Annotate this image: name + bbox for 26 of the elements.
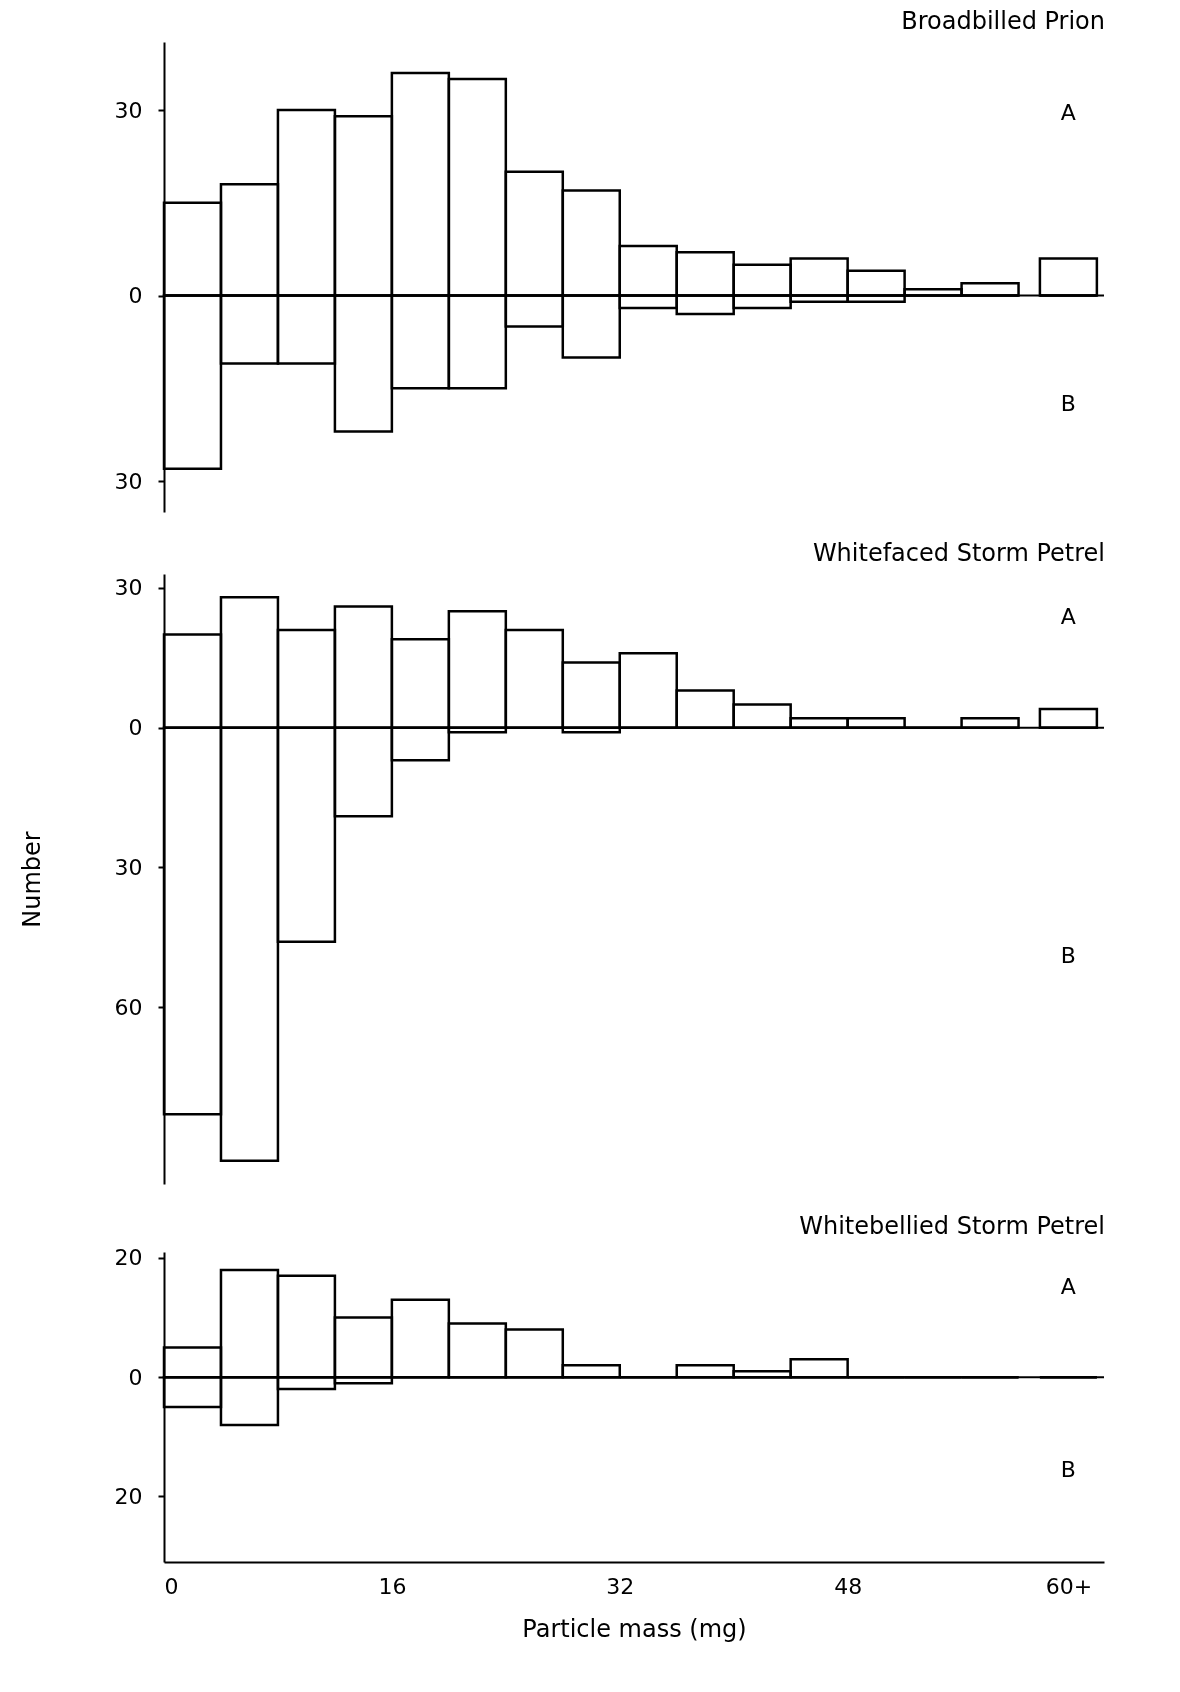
x-tick-label: 48 bbox=[834, 1573, 863, 1599]
text: B bbox=[1060, 390, 1076, 416]
text: A bbox=[1060, 99, 1076, 125]
x-tick-label: 60+ bbox=[1045, 1573, 1093, 1599]
y-axis-title: Number bbox=[17, 831, 46, 928]
x-tick-label: 16 bbox=[378, 1573, 407, 1599]
text: B bbox=[1060, 942, 1076, 968]
x-axis-title: Particle mass (mg) bbox=[522, 1614, 747, 1643]
y-tick-label: 20 bbox=[114, 1483, 143, 1509]
y-tick-label: 20 bbox=[114, 1245, 143, 1271]
y-tick-label: 60 bbox=[114, 994, 143, 1020]
text: A bbox=[1060, 1274, 1076, 1300]
x-tick-label: 0 bbox=[164, 1573, 179, 1599]
y-tick-label: 30 bbox=[114, 854, 143, 880]
chart-title: Broadbilled Prion bbox=[901, 7, 1105, 35]
y-tick-label: 30 bbox=[114, 97, 143, 123]
text: B bbox=[1060, 1456, 1076, 1482]
x-tick-label: 32 bbox=[606, 1573, 635, 1599]
y-tick-label: 0 bbox=[128, 715, 143, 741]
y-tick-label: 0 bbox=[128, 1364, 143, 1390]
y-tick-label: 30 bbox=[114, 468, 143, 494]
y-tick-label: 0 bbox=[128, 283, 143, 309]
text: A bbox=[1060, 604, 1076, 630]
chart-title: Whitefaced Storm Petrel bbox=[812, 539, 1105, 567]
chart-title: Whitebellied Storm Petrel bbox=[799, 1211, 1105, 1240]
y-tick-label: 30 bbox=[114, 575, 143, 601]
